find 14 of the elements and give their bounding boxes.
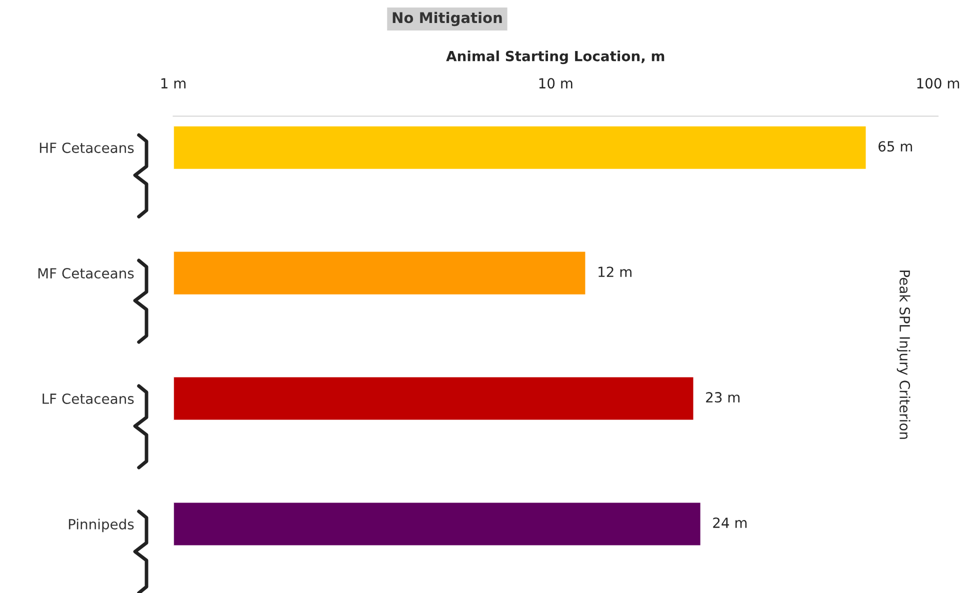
x-tick-label: 100 m — [917, 78, 960, 89]
x-tick-label: 1 m — [161, 78, 186, 88]
x-axis-title: Animal Starting Location, m — [446, 50, 664, 64]
data-label: 24 m — [713, 518, 747, 528]
y-tick-label: LF Cetaceans — [42, 393, 134, 404]
y-tick-label: MF Cetaceans — [38, 268, 134, 279]
data-label: 12 m — [598, 266, 632, 277]
y-tick-label: Pinnipeds — [68, 518, 134, 532]
data-label: 23 m — [706, 392, 740, 403]
x-tick-label: 10 m — [539, 78, 572, 89]
chart-title: No Mitigation — [392, 12, 502, 26]
data-label: 65 m — [878, 141, 912, 152]
y-tick-label: HF Cetaceans — [40, 142, 134, 154]
annotation: Peak SPL Injury Criterion — [896, 270, 910, 439]
